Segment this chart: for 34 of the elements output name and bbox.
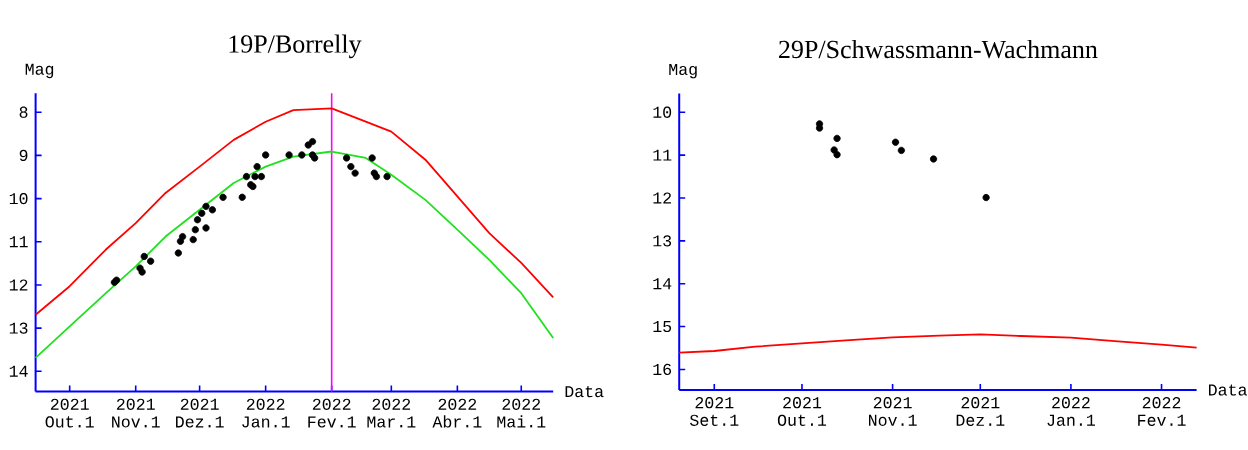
x-tick-label: 2022 Jan.1	[1047, 397, 1095, 426]
x-tick-label: 2022 Abr.1	[432, 398, 482, 428]
x-axis-title: Data	[565, 386, 604, 398]
x-tick-label: 2022 Jan.1	[242, 398, 290, 428]
x-axis-title: Data	[1208, 384, 1247, 396]
y-tick-label: 13	[9, 322, 28, 334]
x-tick-label: 2022 Mar.1	[367, 398, 416, 428]
y-tick-label: 11	[9, 236, 28, 248]
y-axis-title: Mag	[669, 63, 697, 79]
y-tick-label: 15	[653, 321, 672, 333]
y-tick-label: 14	[653, 278, 672, 290]
chart-title: 29P/Schwassmann-Wachmann	[779, 39, 1098, 59]
x-tick-label: 2021 Out.1	[777, 397, 827, 426]
y-tick-label: 14	[9, 365, 28, 377]
y-tick-label: 12	[9, 279, 28, 291]
y-tick-label: 10	[653, 106, 672, 118]
chart-title: 19P/Borrelly	[229, 34, 362, 59]
y-tick-label: 13	[653, 235, 672, 247]
x-tick-label: 2021 Dez.1	[176, 398, 224, 428]
x-tick-label: 2022 Fev.1	[308, 398, 356, 428]
y-tick-label: 10	[9, 192, 28, 205]
x-tick-label: 2022 Fev.1	[1138, 397, 1186, 426]
x-tick-label: 2021 Dez.1	[956, 397, 1005, 426]
y-tick-label: 12	[653, 192, 671, 204]
y-tick-label: 11	[653, 149, 672, 161]
y-tick-label: 8	[19, 106, 28, 118]
x-tick-label: 2021 Nov.1	[112, 398, 160, 428]
y-axis-title: Mag	[25, 63, 54, 79]
x-tick-label: 2021 Out.1	[45, 398, 94, 428]
x-tick-label: 2021 Set.1	[690, 397, 739, 426]
y-tick-label: 16	[653, 363, 672, 376]
y-tick-label: 9	[19, 149, 28, 162]
x-tick-label: 2021 Nov.1	[869, 397, 917, 426]
x-tick-label: 2022 Mai.1	[497, 398, 546, 428]
